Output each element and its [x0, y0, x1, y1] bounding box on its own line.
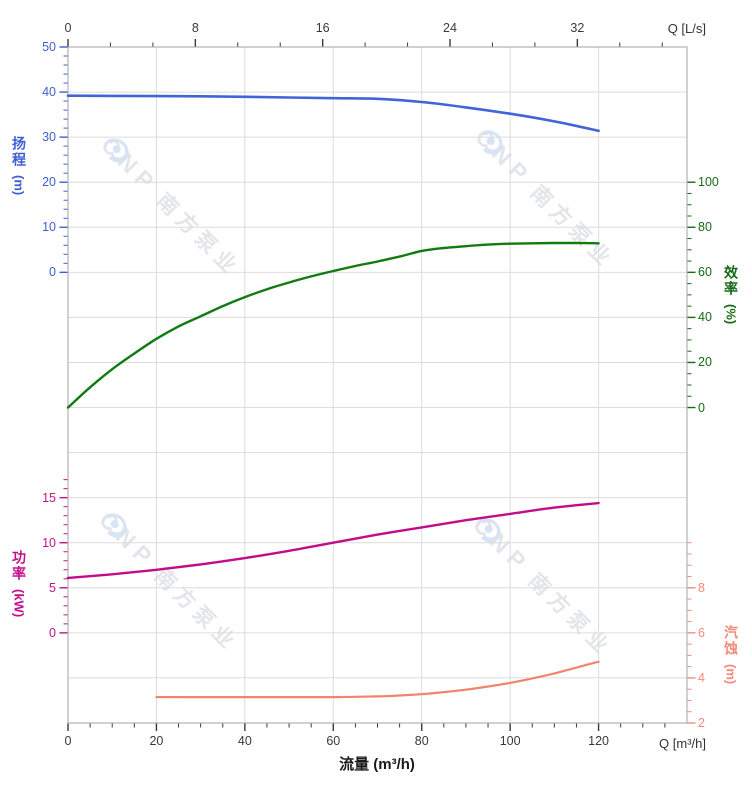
efficiency-tick-label: 40 [698, 310, 712, 325]
head-axis-unit: (m) [11, 175, 27, 196]
power-tick-label: 10 [42, 535, 56, 550]
efficiency-axis-title-text: 效率 [723, 265, 739, 297]
bottom-axis-unit-label: Q [m³/h] [659, 736, 706, 751]
top-axis-tick-label: 0 [64, 21, 72, 35]
npsh-curve [155, 660, 600, 699]
npsh-tick-label: 8 [698, 580, 705, 595]
efficiency-axis-ticks [687, 181, 696, 409]
top-axis-tick-label: 8 [191, 21, 199, 35]
top-axis-tick-label: 24 [443, 21, 457, 35]
power-axis-title-text: 功率 [11, 550, 27, 582]
head-axis-title-text: 扬程 [11, 136, 27, 168]
power-tick-label: 0 [49, 625, 56, 640]
head-tick-label: 0 [49, 265, 56, 280]
head-tick-label: 20 [42, 175, 56, 190]
efficiency-tick-label: 100 [698, 175, 719, 190]
npsh-axis-title-text: 汽蚀 [723, 625, 739, 657]
top-axis-unit-label: Q [L/s] [667, 21, 706, 36]
flow-axis-title: 流量 (m³/h) [339, 756, 415, 773]
bottom-axis-tick-label: 60 [326, 734, 341, 748]
efficiency-axis-title: 效率 (%) [721, 265, 741, 324]
bottom-axis-ticks [67, 723, 666, 731]
plot-frame [67, 46, 688, 724]
power-tick-label: 15 [42, 490, 56, 505]
efficiency-tick-label: 0 [698, 400, 705, 415]
npsh-tick-label: 2 [698, 716, 705, 730]
npsh-axis-unit: (m) [723, 664, 739, 685]
npsh-axis-ticks [687, 542, 696, 724]
head-tick-label: 30 [42, 130, 56, 145]
npsh-tick-label: 6 [698, 625, 705, 640]
head-tick-label: 40 [42, 85, 56, 100]
npsh-axis-title: 汽蚀 (m) [721, 625, 741, 684]
bottom-axis-tick-label: 120 [588, 734, 609, 748]
efficiency-tick-label: 60 [698, 265, 712, 280]
bottom-axis-tick-label: 40 [237, 734, 252, 748]
head-curve [66, 94, 600, 133]
gridlines [68, 47, 687, 723]
bottom-axis-tick-label: 100 [499, 734, 521, 748]
power-axis-title: 功率 (kW) [9, 550, 29, 617]
power-axis-ticks [59, 479, 68, 634]
efficiency-tick-label: 20 [698, 355, 712, 370]
head-axis-title: 扬程 (m) [9, 136, 29, 195]
bottom-axis-tick-label: 20 [149, 734, 164, 748]
top-axis-tick-label: 32 [570, 21, 585, 35]
efficiency-curve [66, 241, 600, 409]
head-tick-label: 50 [42, 40, 56, 54]
top-axis-ticks [67, 39, 663, 47]
head-axis-ticks [59, 46, 68, 274]
power-curve [66, 501, 600, 580]
efficiency-tick-label: 80 [698, 220, 712, 235]
bottom-axis-tick-label: 80 [414, 734, 429, 748]
power-tick-label: 5 [49, 580, 56, 595]
power-axis-unit: (kW) [11, 589, 27, 618]
npsh-tick-label: 4 [698, 670, 705, 685]
efficiency-axis-unit: (%) [723, 304, 739, 325]
head-tick-label: 10 [42, 220, 56, 235]
bottom-axis-tick-label: 0 [64, 734, 72, 748]
top-axis-tick-label: 16 [315, 21, 330, 35]
